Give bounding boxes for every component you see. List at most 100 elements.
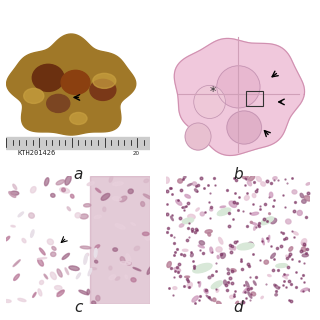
Ellipse shape — [62, 253, 69, 260]
Ellipse shape — [5, 236, 10, 241]
Ellipse shape — [234, 247, 236, 250]
Ellipse shape — [196, 267, 198, 271]
Ellipse shape — [268, 213, 270, 215]
Ellipse shape — [247, 242, 253, 248]
Ellipse shape — [60, 188, 69, 193]
Ellipse shape — [206, 295, 212, 301]
Ellipse shape — [268, 236, 270, 242]
Ellipse shape — [182, 206, 186, 208]
Ellipse shape — [179, 224, 184, 227]
Ellipse shape — [167, 261, 171, 268]
Polygon shape — [7, 34, 136, 135]
Ellipse shape — [301, 288, 308, 292]
Ellipse shape — [95, 260, 98, 263]
Ellipse shape — [208, 233, 211, 236]
Ellipse shape — [261, 182, 266, 186]
Ellipse shape — [141, 202, 145, 206]
Ellipse shape — [127, 262, 131, 265]
Ellipse shape — [182, 249, 188, 252]
Ellipse shape — [217, 301, 221, 305]
Ellipse shape — [113, 248, 117, 251]
Ellipse shape — [174, 268, 180, 272]
Ellipse shape — [273, 177, 277, 180]
Ellipse shape — [80, 246, 91, 249]
Ellipse shape — [261, 296, 263, 299]
Ellipse shape — [221, 253, 225, 259]
Ellipse shape — [47, 239, 53, 245]
Ellipse shape — [103, 207, 106, 212]
Ellipse shape — [92, 301, 96, 305]
Ellipse shape — [94, 248, 97, 257]
Polygon shape — [174, 38, 305, 156]
Ellipse shape — [116, 277, 120, 280]
Ellipse shape — [247, 181, 252, 186]
Ellipse shape — [109, 275, 116, 280]
Bar — [246, 92, 263, 107]
Text: KTH201426: KTH201426 — [18, 149, 56, 156]
Ellipse shape — [210, 247, 213, 253]
Ellipse shape — [24, 88, 44, 103]
Ellipse shape — [219, 237, 223, 244]
Ellipse shape — [4, 300, 11, 302]
Ellipse shape — [178, 179, 182, 183]
Ellipse shape — [216, 247, 222, 252]
Ellipse shape — [231, 269, 236, 272]
Ellipse shape — [173, 287, 177, 290]
Ellipse shape — [62, 188, 65, 192]
Ellipse shape — [188, 214, 195, 219]
Ellipse shape — [187, 283, 192, 288]
Bar — [90, 176, 150, 304]
Ellipse shape — [13, 260, 20, 267]
Ellipse shape — [194, 85, 225, 118]
Ellipse shape — [293, 232, 298, 235]
Ellipse shape — [145, 236, 151, 240]
Ellipse shape — [112, 197, 122, 201]
Ellipse shape — [217, 255, 219, 259]
Text: c: c — [74, 300, 83, 315]
Ellipse shape — [51, 252, 56, 257]
Ellipse shape — [94, 215, 101, 219]
Ellipse shape — [217, 208, 231, 216]
Ellipse shape — [264, 260, 268, 264]
Ellipse shape — [37, 258, 47, 259]
Ellipse shape — [32, 64, 64, 92]
Text: a: a — [74, 167, 83, 182]
Ellipse shape — [262, 238, 264, 245]
Ellipse shape — [96, 295, 100, 301]
Ellipse shape — [29, 213, 34, 218]
Ellipse shape — [301, 243, 306, 246]
Ellipse shape — [229, 201, 236, 207]
Bar — [6, 137, 150, 148]
Ellipse shape — [192, 296, 198, 302]
Ellipse shape — [246, 281, 249, 288]
Ellipse shape — [308, 289, 312, 292]
Ellipse shape — [217, 66, 260, 108]
Ellipse shape — [131, 278, 136, 282]
Ellipse shape — [271, 218, 276, 224]
Ellipse shape — [109, 176, 113, 182]
Ellipse shape — [284, 276, 287, 279]
Ellipse shape — [211, 281, 222, 289]
Ellipse shape — [300, 193, 304, 198]
Ellipse shape — [44, 178, 49, 186]
Ellipse shape — [185, 123, 211, 150]
Ellipse shape — [33, 292, 36, 297]
Ellipse shape — [274, 284, 279, 289]
Ellipse shape — [80, 214, 88, 219]
Ellipse shape — [261, 217, 274, 225]
Ellipse shape — [220, 206, 226, 208]
Ellipse shape — [86, 253, 89, 256]
Ellipse shape — [243, 288, 248, 293]
Ellipse shape — [22, 238, 26, 243]
Ellipse shape — [302, 254, 308, 257]
Text: b: b — [234, 167, 243, 182]
Ellipse shape — [306, 183, 310, 185]
Ellipse shape — [269, 192, 273, 197]
Ellipse shape — [229, 247, 234, 250]
Ellipse shape — [227, 268, 229, 271]
Ellipse shape — [188, 184, 192, 186]
Ellipse shape — [276, 264, 287, 268]
Ellipse shape — [96, 188, 101, 193]
Ellipse shape — [30, 187, 36, 193]
Ellipse shape — [302, 200, 306, 203]
